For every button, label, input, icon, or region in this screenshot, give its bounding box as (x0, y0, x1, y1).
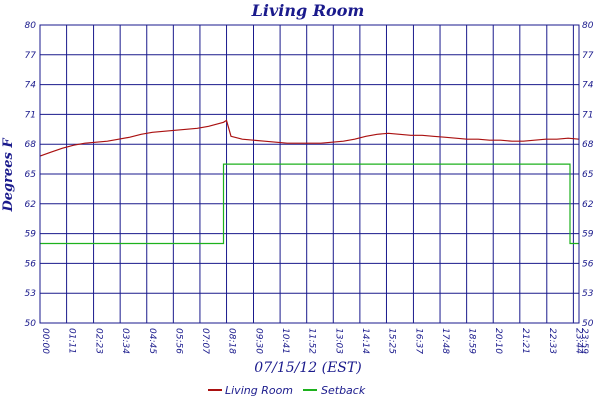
y-tick-label-left: 77 (25, 51, 37, 61)
series-line-setback (40, 163, 579, 245)
y-tick-label-left: 68 (25, 140, 37, 150)
x-tick-label: 01:11 (67, 328, 77, 354)
x-tick-label: 08:18 (227, 328, 237, 354)
x-tick-label: 05:56 (173, 328, 183, 354)
x-tick-label: 17:48 (440, 328, 450, 354)
x-tick-label: 03:34 (120, 328, 130, 354)
y-tick-label-right: 50 (582, 319, 594, 329)
y-tick-label-right: 74 (582, 81, 594, 91)
y-tick-label-left: 71 (25, 110, 36, 120)
y-tick-label-right: 59 (582, 230, 594, 240)
x-axis-label: 07/15/12 (EST) (254, 360, 361, 376)
chart-title: Living Room (251, 1, 365, 20)
grid (39, 24, 580, 324)
y-tick-label-right: 62 (582, 200, 594, 210)
y-tick-label-left: 56 (25, 259, 37, 269)
x-tick-label: 09:30 (254, 328, 264, 354)
y-tick-label-right: 56 (582, 259, 594, 269)
x-tick-label: 15:25 (386, 328, 396, 354)
y-tick-label-left: 53 (25, 289, 37, 299)
x-tick-label: 23:44 (573, 328, 583, 354)
y-tick-label-left: 80 (25, 21, 37, 31)
series-line-living-room (39, 119, 580, 157)
x-tick-label: 02:23 (94, 328, 104, 354)
y-tick-label-left: 59 (25, 230, 37, 240)
series (39, 119, 580, 245)
y-tick-label-right: 77 (582, 51, 594, 61)
x-tick-label: 10:41 (280, 328, 290, 354)
y-tick-label-left: 65 (25, 170, 37, 180)
x-tick-label: 13:03 (333, 328, 343, 354)
legend-label-living-room: Living Room (225, 384, 293, 397)
x-tick-label: 14:14 (360, 328, 370, 354)
x-tick-label: 21:21 (520, 328, 530, 354)
y-ticks-right: 80 77 74 71 68 65 62 59 56 53 50 (582, 21, 594, 329)
legend-label-setback: Setback (321, 384, 366, 397)
y-tick-label-left: 74 (25, 81, 37, 91)
y-tick-label-left: 50 (25, 319, 37, 329)
y-tick-label-right: 71 (582, 110, 593, 120)
x-tick-label: 23:59 (579, 328, 589, 354)
y-ticks-left: 80 77 74 71 68 65 62 59 56 53 50 (25, 21, 37, 329)
y-tick-label-right: 80 (582, 21, 594, 31)
x-tick-label: 16:37 (413, 328, 423, 354)
x-tick-label: 11:52 (307, 328, 317, 354)
x-tick-label: 00:00 (40, 328, 50, 354)
x-tick-label: 22:33 (547, 328, 557, 354)
y-tick-label-right: 65 (582, 170, 594, 180)
y-tick-label-right: 68 (582, 140, 594, 150)
x-ticks: 00:00 01:11 02:23 03:34 04:45 05:56 07:07 08:18… (40, 328, 589, 354)
plot-frame (39, 24, 580, 324)
x-tick-label: 04:45 (147, 328, 157, 354)
y-tick-label-right: 53 (582, 289, 594, 299)
legend: Living Room Setback (208, 384, 366, 397)
y-axis-label: Degrees F (1, 138, 16, 213)
y-tick-label-left: 62 (25, 200, 37, 210)
x-tick-label: 20:10 (493, 328, 503, 354)
x-tick-label: 07:07 (200, 328, 210, 354)
x-tick-label: 18:59 (467, 328, 477, 354)
